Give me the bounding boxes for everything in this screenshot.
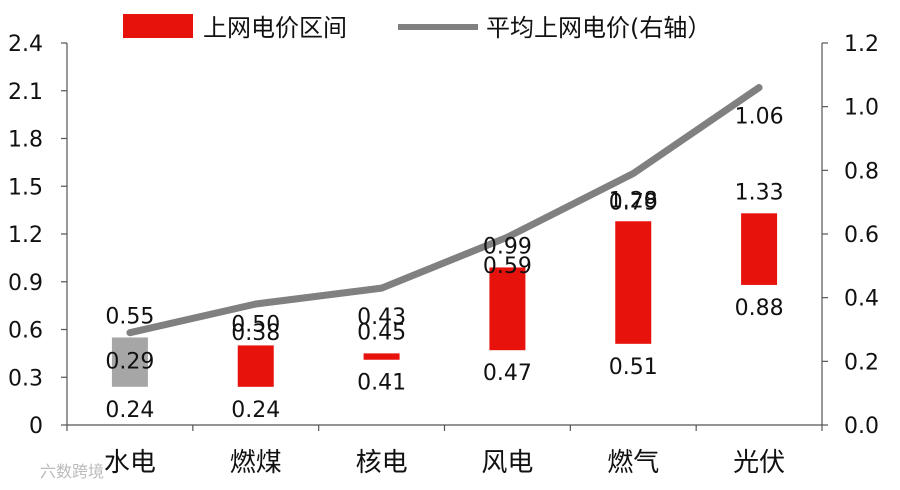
right-axis-tick-label: 0.0 [844, 414, 879, 439]
category-label-5: 光伏 [733, 448, 785, 478]
category-labels: 水电 燃煤 核电 风电 燃气 光伏 [104, 448, 785, 478]
axes: 0 0.3 0.6 0.9 1.2 1.5 1.8 2.1 2.4 0.0 0.2 0.4 0.6 0.8… [8, 32, 879, 439]
high-label-1: 0.50 [231, 312, 280, 337]
high-label-5: 1.33 [735, 180, 784, 205]
left-axis-tick-label: 2.1 [8, 80, 43, 105]
left-axis-tick-label: 0.6 [8, 319, 43, 344]
category-label-1: 燃煤 [230, 448, 282, 478]
high-label-0: 0.55 [105, 304, 154, 329]
right-axis-tick-label: 0.4 [844, 287, 879, 312]
range-bar-1 [237, 345, 274, 387]
category-label-3: 风电 [481, 448, 533, 478]
average-point-5 [758, 86, 761, 89]
legend-label-range: 上网电价区间 [203, 14, 347, 42]
category-label-4: 燃气 [607, 448, 659, 478]
legend-label-avg: 平均上网电价(右轴） [486, 14, 711, 42]
avg-label-0: 0.29 [105, 350, 154, 375]
high-label-4: 1.28 [609, 188, 658, 213]
avg-label-2: 0.43 [357, 305, 406, 330]
category-label-2: 核电 [356, 448, 408, 478]
right-axis-tick-label: 0.6 [844, 223, 879, 248]
left-axis-tick-label: 1.5 [8, 175, 43, 200]
left-axis-tick-label: 2.4 [8, 32, 43, 57]
right-axis-tick-label: 1.0 [844, 96, 879, 121]
low-label-1: 0.24 [231, 398, 280, 423]
right-axis-tick-label: 1.2 [844, 32, 879, 57]
avg-label-1: 0.38 [231, 321, 280, 346]
right-axis-tick-label: 0.2 [844, 350, 879, 375]
left-axis-tick-label: 0 [29, 414, 43, 439]
data-labels: 0.55 0.24 0.50 0.24 0.45 0.41 0.99 0.47 1.28 0.51… [105, 105, 783, 423]
low-label-2: 0.41 [357, 371, 406, 396]
average-point-0 [128, 331, 131, 334]
watermark: 六数跨境 [40, 462, 104, 481]
low-label-3: 0.47 [483, 361, 532, 386]
range-bar-2 [363, 353, 400, 360]
average-point-2 [380, 287, 383, 290]
left-axis-tick-label: 1.2 [8, 223, 43, 248]
category-label-0: 水电 [104, 448, 156, 478]
legend-swatch-range [123, 14, 193, 38]
average-line [126, 84, 763, 337]
left-axis-tick-label: 0.9 [8, 271, 43, 296]
left-axis-tick-label: 0.3 [8, 366, 43, 391]
low-label-5: 0.88 [735, 296, 784, 321]
legend: 上网电价区间 平均上网电价(右轴） [123, 14, 711, 42]
right-axis-tick-label: 0.8 [844, 159, 879, 184]
avg-label-3: 0.59 [483, 254, 532, 279]
average-point-4 [632, 172, 635, 175]
avg-label-4: 0.79 [609, 191, 658, 216]
average-point-1 [254, 303, 257, 306]
low-label-0: 0.24 [105, 398, 154, 423]
range-bars [111, 213, 778, 387]
avg-label-5: 1.06 [735, 105, 784, 130]
range-bar-0 [111, 337, 148, 387]
average-price-line [126, 84, 763, 337]
range-bar-4 [615, 221, 652, 344]
high-label-2: 0.45 [357, 320, 406, 345]
low-label-4: 0.51 [609, 355, 658, 380]
range-bar-3 [489, 267, 526, 351]
left-axis-tick-label: 1.8 [8, 128, 43, 153]
average-point-3 [506, 236, 509, 239]
range-bar-5 [741, 213, 778, 285]
high-label-3: 0.99 [483, 234, 532, 259]
